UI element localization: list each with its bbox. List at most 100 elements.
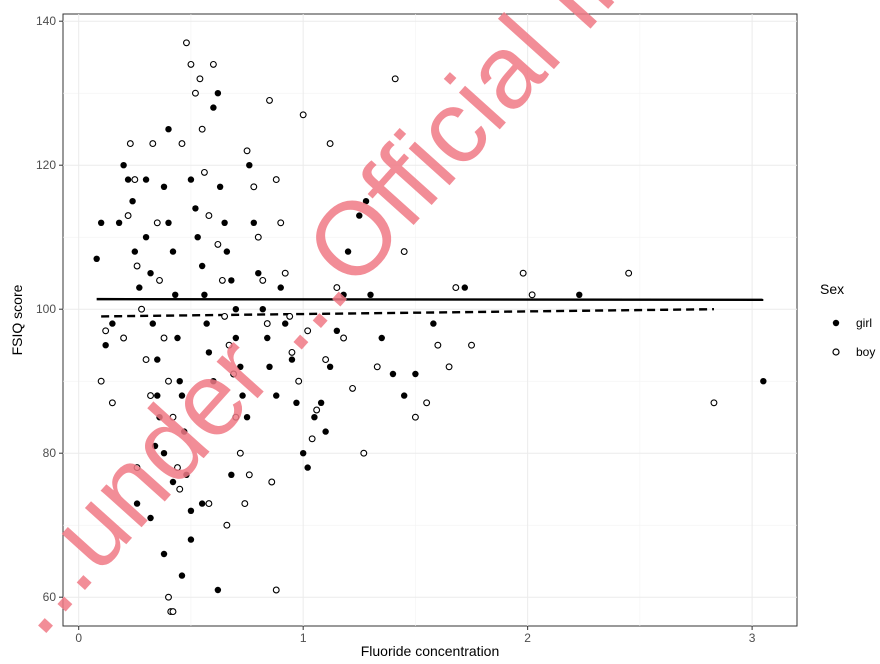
point-girl	[165, 219, 172, 226]
point-girl	[255, 270, 262, 277]
point-girl	[221, 219, 228, 226]
point-boy	[120, 334, 128, 342]
point-girl	[151, 442, 159, 450]
point-girl	[160, 550, 168, 558]
point-girl	[109, 320, 116, 327]
point-boy	[174, 464, 181, 472]
point-boy	[205, 500, 213, 508]
point-girl	[131, 248, 139, 255]
point-girl	[178, 392, 186, 399]
point-boy	[241, 500, 249, 508]
point-girl	[266, 363, 273, 370]
point-boy	[131, 176, 139, 184]
point-boy	[153, 219, 161, 227]
point-boy	[218, 276, 226, 284]
point-girl	[129, 198, 136, 205]
point-girl	[282, 320, 289, 327]
point-boy	[391, 75, 399, 83]
point-girl	[194, 234, 201, 241]
point-boy	[196, 75, 204, 83]
point-girl	[169, 478, 177, 486]
point-boy	[142, 356, 150, 364]
point-girl	[412, 370, 419, 378]
point-girl	[183, 471, 190, 478]
point-girl	[228, 277, 235, 284]
point-girl	[322, 428, 329, 435]
point-girl	[160, 183, 168, 190]
point-girl	[156, 414, 163, 421]
point-boy	[411, 413, 419, 421]
point-girl	[760, 378, 767, 385]
point-girl	[136, 284, 143, 291]
point-boy	[198, 125, 206, 133]
point-girl	[461, 284, 468, 291]
plot-panel	[62, 13, 798, 627]
point-boy	[304, 327, 312, 335]
point-girl	[243, 414, 251, 421]
point-girl	[97, 219, 105, 226]
fit-line-girl	[96, 297, 764, 302]
y-tick-label: 120	[36, 158, 56, 172]
point-boy	[373, 363, 381, 371]
point-girl	[277, 284, 284, 291]
point-boy	[191, 89, 199, 97]
legend-girl-marker	[832, 319, 840, 327]
point-girl	[340, 291, 347, 298]
point-girl	[187, 176, 195, 183]
point-girl	[237, 363, 244, 370]
point-girl	[299, 450, 307, 457]
point-boy	[268, 478, 276, 486]
point-girl	[378, 334, 385, 342]
point-girl	[317, 399, 325, 406]
point-girl	[154, 392, 161, 399]
point-girl	[367, 291, 374, 298]
point-girl	[210, 104, 217, 111]
x-tick-label: 1	[300, 631, 307, 645]
x-tick-label: 0	[75, 631, 82, 645]
point-boy	[236, 449, 244, 457]
point-boy	[97, 377, 105, 385]
point-boy	[423, 399, 431, 407]
point-boy	[250, 183, 258, 191]
point-boy	[277, 219, 285, 227]
point-boy	[468, 341, 475, 349]
point-girl	[160, 450, 168, 457]
point-boy	[178, 140, 186, 148]
point-girl	[430, 320, 437, 327]
point-girl	[239, 392, 246, 399]
legend: Sex girl boy	[820, 281, 875, 359]
point-boy	[108, 399, 116, 407]
point-boy	[160, 334, 168, 342]
point-boy	[102, 327, 110, 335]
point-girl	[169, 248, 177, 255]
point-boy	[176, 485, 184, 493]
point-boy	[205, 212, 213, 220]
point-boy	[243, 147, 251, 155]
point-girl	[93, 255, 100, 262]
point-boy	[200, 168, 208, 176]
point-boy	[165, 593, 172, 601]
point-girl	[124, 176, 132, 183]
point-boy	[340, 334, 348, 342]
point-girl	[142, 176, 150, 183]
y-tick-label: 60	[43, 590, 57, 604]
point-girl	[165, 126, 172, 133]
point-boy	[126, 140, 134, 148]
point-girl	[178, 572, 186, 579]
point-boy	[209, 60, 217, 68]
data-points	[93, 39, 767, 616]
point-girl	[120, 162, 127, 169]
point-boy	[295, 377, 303, 385]
point-girl	[228, 471, 235, 478]
point-girl	[311, 414, 318, 421]
point-boy	[313, 406, 321, 414]
point-girl	[172, 291, 179, 298]
y-axis-title: FSIQ score	[9, 284, 25, 355]
point-boy	[147, 392, 154, 400]
point-girl	[149, 320, 156, 327]
point-girl	[174, 334, 181, 342]
point-girl	[273, 392, 280, 399]
point-boy	[214, 240, 222, 248]
point-girl	[214, 90, 222, 97]
point-boy	[169, 608, 177, 616]
